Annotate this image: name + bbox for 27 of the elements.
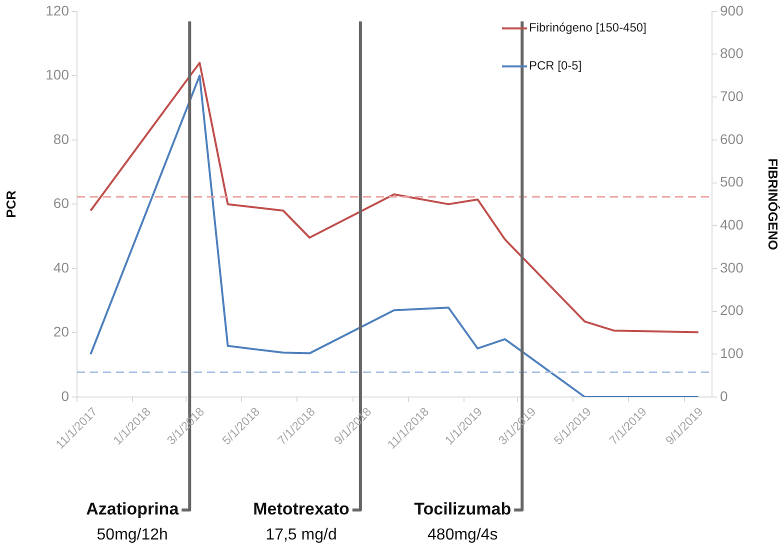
y-tick-label: 20 [53, 324, 70, 340]
y2-tick-label: 0 [720, 388, 728, 404]
y2-tick-label: 200 [720, 302, 744, 318]
text: 50mg/12h [96, 526, 168, 544]
ref-line-label: Azatioprina [86, 500, 180, 519]
y2-axis-title: FIBRINÓGENO [766, 158, 781, 250]
y-tick-label: 40 [53, 259, 70, 276]
y-tick-label: 80 [53, 130, 70, 147]
y2-tick-label: 300 [720, 259, 744, 276]
y2-tick-label: 100 [720, 345, 744, 362]
legend-label: Fibrinógeno [150-450] [529, 20, 646, 35]
y2-tick-label: 400 [720, 216, 744, 232]
legend-label: PCR [0-5] [529, 58, 582, 73]
y2-tick-label: 500 [720, 174, 744, 190]
text: 17,5 mg/d [266, 526, 337, 544]
y-axis-title: PCR [3, 190, 18, 218]
y2-tick-label: 900 [720, 2, 744, 18]
y2-tick-label: 800 [720, 45, 744, 62]
ref-line-label: Metotrexato [253, 500, 350, 519]
y-tick-label: 100 [46, 66, 70, 83]
y-tick-label: 120 [46, 2, 70, 18]
y2-tick-label: 600 [720, 130, 744, 147]
ref-line-label: Tocilizumab [414, 500, 512, 519]
y-tick-label: 0 [61, 388, 70, 404]
y-tick-label: 60 [53, 195, 70, 212]
y2-tick-label: 700 [720, 88, 744, 104]
text: 480mg/4s [428, 526, 498, 544]
